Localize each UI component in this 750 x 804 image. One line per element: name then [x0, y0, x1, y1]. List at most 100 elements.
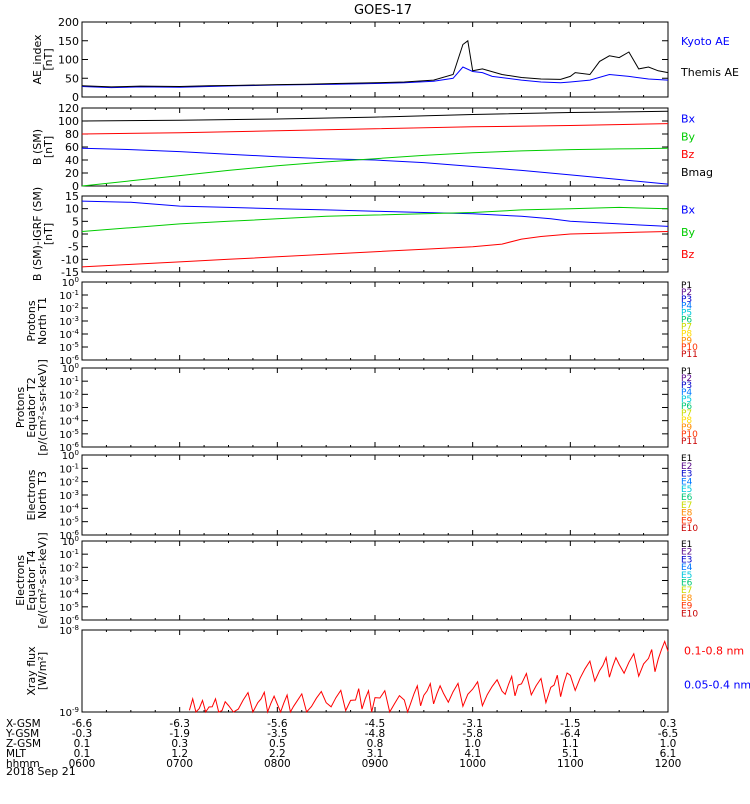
- ephemeris-label: X-GSM: [6, 718, 41, 730]
- ephemeris-value: 3.1: [367, 748, 384, 760]
- y-tick-label: 10-3: [59, 575, 79, 588]
- y-tick-label: 80: [65, 128, 79, 141]
- legend-p5: P5: [681, 309, 692, 319]
- y-tick-label: 10-3: [59, 315, 79, 328]
- ephemeris-value: 1.0: [464, 738, 481, 750]
- ephemeris-value: 1.0: [660, 738, 677, 750]
- ephemeris-value: 2.2: [269, 748, 286, 760]
- ephemeris-value: 0.8: [367, 738, 384, 750]
- ephemeris-value: 1.1: [562, 738, 579, 750]
- ephemeris-value: 1.2: [171, 748, 188, 760]
- legend-e6: E6: [681, 493, 693, 503]
- ephemeris-value: -3.5: [267, 728, 288, 740]
- ephemeris-value: 4.1: [464, 748, 481, 760]
- y-tick-label: 10-5: [59, 341, 79, 354]
- legend-p5: P5: [681, 395, 692, 405]
- y-tick-label: 100: [62, 535, 79, 548]
- y-tick-label: 10-6: [59, 354, 79, 367]
- legend-p3: P3: [681, 381, 692, 391]
- legend-e7: E7: [681, 586, 692, 596]
- legend-p10: P10: [681, 430, 698, 440]
- legend-e5: E5: [681, 571, 692, 581]
- legend-0-1-0-8-nm: 0.1-0.8 nm: [684, 645, 744, 658]
- y-tick-label: 10-4: [59, 588, 79, 601]
- y-axis-title: Equator T2: [25, 377, 38, 437]
- y-tick-label: 10-5: [59, 516, 79, 529]
- legend-e1: E1: [681, 540, 692, 550]
- y-tick-label: 120: [58, 102, 79, 115]
- panel-ae: 0 50 100 150 200 AE_index[nT] Kyoto AE Themis A…: [31, 16, 739, 104]
- y-tick-label: 200: [58, 16, 79, 29]
- y-tick-label: 10-6: [59, 441, 79, 454]
- y-axis-title: [p/(cm²-s-sr-keV)]: [36, 359, 49, 456]
- panel-frame: [81, 540, 669, 621]
- y-tick-label: -5: [68, 241, 79, 254]
- panel-frame: [81, 21, 669, 98]
- legend-p4: P4: [681, 302, 692, 312]
- y-tick-label: -15: [61, 266, 79, 279]
- plot-title: GOES-17: [354, 3, 412, 18]
- y-axis-title: Protons: [25, 300, 38, 341]
- legend-p11: P11: [681, 437, 698, 447]
- plot-date: 2018 Sep 21: [6, 765, 76, 778]
- legend-e4: E4: [681, 563, 693, 573]
- y-axis-title: Equator T4: [25, 550, 38, 610]
- legend-e9: E9: [681, 516, 693, 526]
- x-axis-label: hhmm: [6, 758, 40, 770]
- legend-p10: P10: [681, 343, 698, 353]
- legend-e5: E5: [681, 485, 692, 495]
- x-tick-label: 1100: [557, 758, 584, 770]
- legend-e2: E2: [681, 548, 692, 558]
- ephemeris-value: 0.1: [74, 748, 91, 760]
- y-axis-title: Protons: [14, 387, 27, 428]
- y-tick-label: 10-2: [59, 561, 79, 574]
- legend-e8: E8: [681, 594, 693, 604]
- legend-p1: P1: [681, 367, 692, 377]
- ephemeris-value: -0.3: [72, 728, 93, 740]
- y-tick-label: 10-8: [59, 624, 79, 637]
- panel-xray: Xray flux[W/m²] 0.1-0.8 nm 0.05-0.4 nm: [25, 629, 750, 714]
- y-tick-label: 100: [58, 115, 79, 128]
- y-tick-label: 10-4: [59, 415, 79, 428]
- ephemeris-value: -3.1: [462, 718, 483, 730]
- y-axis-title: [nT]: [42, 136, 55, 158]
- y-axis-title: [nT]: [42, 223, 55, 245]
- legend-bx: Bx: [681, 113, 696, 126]
- y-tick-label: 10-2: [59, 388, 79, 401]
- ephemeris-value: -6.4: [560, 728, 581, 740]
- legend-bmag: Bmag: [681, 166, 713, 179]
- legend-p2: P2: [681, 374, 692, 384]
- y-tick-label: 0: [72, 91, 79, 104]
- legend-bx: Bx: [681, 203, 696, 216]
- y-tick-label: 0: [72, 180, 79, 193]
- legend-e4: E4: [681, 477, 693, 487]
- y-tick-label: 10-3: [59, 489, 79, 502]
- legend-p11: P11: [681, 350, 698, 360]
- ephemeris-value: 6.1: [660, 748, 677, 760]
- legend-themis-ae: Themis AE: [680, 66, 739, 79]
- legend-bz: Bz: [681, 148, 695, 161]
- y-tick-label: 60: [65, 141, 79, 154]
- series-bz: [81, 231, 669, 268]
- y-tick-label: 10-1: [59, 289, 79, 302]
- legend-by: By: [681, 226, 696, 239]
- legend-e3: E3: [681, 555, 692, 565]
- ephemeris-label: Z-GSM: [6, 738, 41, 750]
- series-bmag: [81, 110, 669, 122]
- y-tick-label: 40: [65, 154, 79, 167]
- ephemeris-label: MLT: [6, 748, 26, 760]
- y-axis-title: Xray flux: [25, 646, 38, 696]
- ephemeris-value: -4.5: [365, 718, 386, 730]
- legend-bz: Bz: [681, 248, 695, 261]
- legend-p2: P2: [681, 288, 692, 298]
- panel-frame: [81, 281, 669, 361]
- y-tick-label: 150: [58, 35, 79, 48]
- ephemeris-value: 0.5: [269, 738, 286, 750]
- legend-e6: E6: [681, 579, 693, 589]
- y-tick-label: 100: [62, 362, 79, 375]
